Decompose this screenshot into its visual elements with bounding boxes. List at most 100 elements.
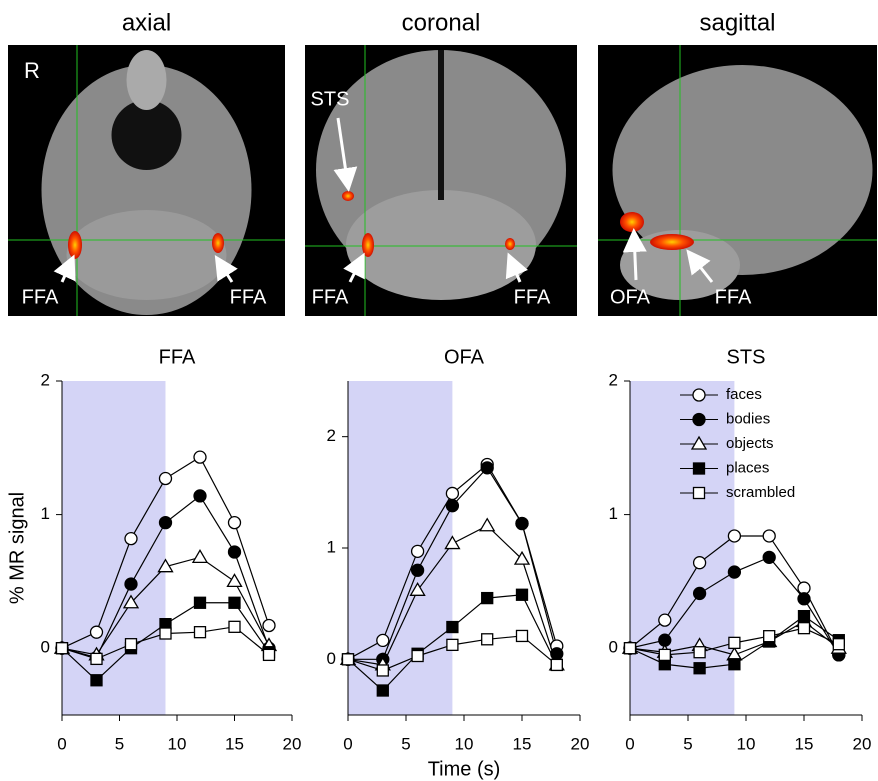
x-tick-label: 10: [168, 734, 187, 753]
chart-title: OFA: [444, 346, 485, 368]
marker: [264, 649, 275, 660]
activation: [362, 233, 374, 257]
marker: [764, 631, 775, 642]
marker: [412, 564, 424, 576]
marker: [481, 462, 493, 474]
activation: [68, 231, 82, 259]
marker: [482, 634, 493, 645]
figure: axialRFFAFFAcoronalSTSFFAFFAsagittalOFAF…: [0, 0, 878, 781]
legend-marker: [694, 463, 705, 474]
activation: [620, 212, 644, 232]
legend-label: faces: [726, 386, 762, 403]
marker: [412, 545, 424, 557]
marker: [694, 663, 705, 674]
brain-tissue: [316, 50, 566, 300]
marker: [799, 623, 810, 634]
legend-marker: [693, 414, 705, 426]
marker: [728, 530, 740, 542]
marker: [625, 643, 636, 654]
marker: [763, 530, 775, 542]
x-tick-label: 15: [225, 734, 244, 753]
y-axis-label: % MR signal: [6, 492, 28, 604]
chart-title: STS: [727, 346, 766, 368]
y-tick-label: 1: [41, 504, 50, 523]
y-tick-label: 2: [609, 370, 618, 389]
region-label: STS: [311, 88, 350, 110]
brain-shape: [438, 50, 444, 200]
marker: [799, 611, 810, 622]
x-tick-label: 0: [625, 734, 634, 753]
marker: [447, 622, 458, 633]
marker: [729, 637, 740, 648]
activation: [212, 233, 224, 253]
region-label: FFA: [514, 286, 551, 308]
chart-title: FFA: [159, 346, 196, 368]
marker: [551, 659, 562, 670]
marker: [343, 654, 354, 665]
x-tick-label: 20: [283, 734, 302, 753]
marker: [263, 619, 275, 631]
y-tick-label: 0: [327, 649, 336, 668]
region-label: FFA: [715, 286, 752, 308]
panel-title: axial: [122, 9, 171, 36]
y-tick-label: 2: [327, 426, 336, 445]
marker: [446, 500, 458, 512]
x-tick-label: 15: [795, 734, 814, 753]
x-tick-label: 20: [853, 734, 872, 753]
activation: [505, 238, 515, 250]
legend-marker: [693, 389, 705, 401]
marker: [57, 643, 68, 654]
legend-marker: [694, 488, 705, 499]
x-tick-label: 10: [455, 734, 474, 753]
marker: [126, 639, 137, 650]
x-tick-label: 5: [115, 734, 124, 753]
marker: [229, 597, 240, 608]
marker: [694, 647, 705, 658]
marker: [229, 621, 240, 632]
marker: [377, 665, 388, 676]
panel-title: sagittal: [699, 9, 775, 36]
x-tick-label: 15: [513, 734, 532, 753]
marker: [659, 649, 670, 660]
marker: [446, 487, 458, 499]
marker: [517, 630, 528, 641]
marker: [694, 557, 706, 569]
marker: [91, 653, 102, 664]
marker: [229, 517, 241, 529]
marker: [229, 546, 241, 558]
marker: [798, 593, 810, 605]
legend-label: bodies: [726, 410, 770, 427]
marker: [160, 517, 172, 529]
region-label: FFA: [230, 286, 267, 308]
x-tick-label: 20: [571, 734, 590, 753]
y-tick-label: 2: [41, 370, 50, 389]
region-label: FFA: [22, 286, 59, 308]
marker: [160, 628, 171, 639]
marker: [728, 566, 740, 578]
marker: [195, 627, 206, 638]
marker: [91, 626, 103, 638]
x-tick-label: 0: [343, 734, 352, 753]
x-axis-label: Time (s): [428, 758, 501, 780]
y-tick-label: 1: [609, 504, 618, 523]
marker: [482, 593, 493, 604]
region-label: R: [24, 58, 40, 83]
y-tick-label: 0: [609, 638, 618, 657]
region-label: FFA: [312, 286, 349, 308]
brain-shape: [67, 210, 227, 300]
marker: [833, 639, 844, 650]
legend-label: places: [726, 459, 769, 476]
region-label: OFA: [610, 286, 651, 308]
marker: [125, 533, 137, 545]
marker: [194, 490, 206, 502]
marker: [91, 675, 102, 686]
marker: [480, 519, 494, 531]
activation: [650, 234, 694, 250]
marker: [516, 518, 528, 530]
marker: [729, 659, 740, 670]
x-tick-label: 0: [57, 734, 66, 753]
marker: [447, 639, 458, 650]
y-tick-label: 0: [41, 638, 50, 657]
marker: [517, 589, 528, 600]
marker: [228, 574, 242, 586]
